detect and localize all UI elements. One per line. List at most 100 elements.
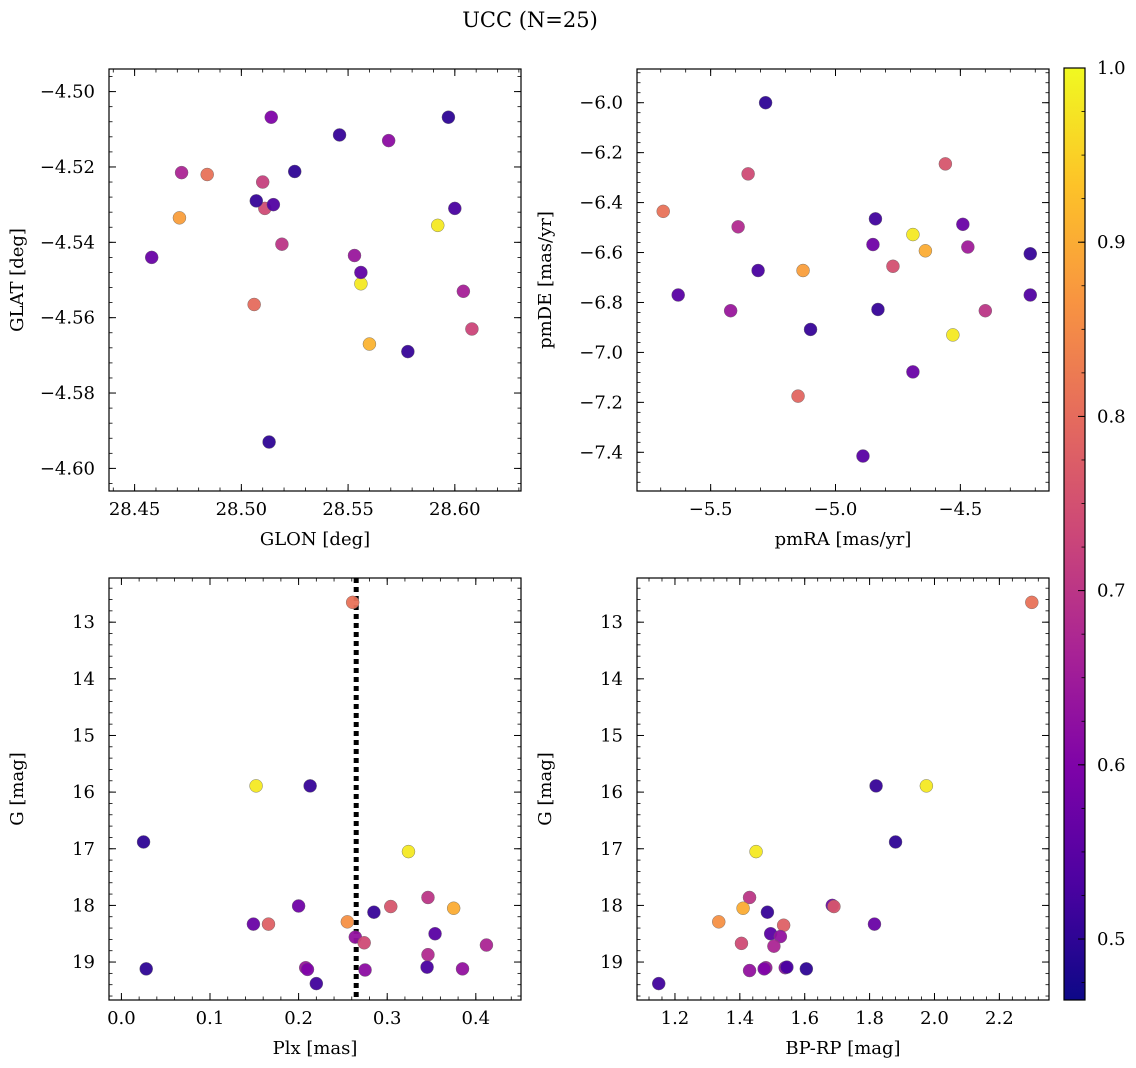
y-tick-label: 17 xyxy=(600,839,623,860)
data-point xyxy=(867,917,882,931)
data-point xyxy=(441,110,456,124)
data-point xyxy=(938,157,953,171)
data-point xyxy=(866,237,880,252)
data-point xyxy=(906,227,920,242)
x-tick-label: 28.55 xyxy=(322,499,374,520)
data-point xyxy=(255,175,270,189)
data-point xyxy=(869,779,883,793)
panel-plx-g: 0.0 0.1 0.2 0.3 0.4 13 14 15 16 17 18 19 Plx [mas] G … xyxy=(7,577,522,1059)
data-point xyxy=(731,220,745,234)
x-axis-label: GLON [deg] xyxy=(260,529,370,550)
y-tick-label: −4.56 xyxy=(40,308,95,329)
data-point xyxy=(736,901,750,915)
data-point xyxy=(275,237,289,251)
x-tick-label: 1.2 xyxy=(661,1008,690,1029)
data-point xyxy=(384,899,398,914)
figure-title: UCC (N=25) xyxy=(462,8,598,32)
data-point xyxy=(827,899,841,914)
scatter-points xyxy=(144,110,479,449)
data-point xyxy=(961,240,975,254)
panel-pmra-pmde: −5.5 −5.0 −4.5 −6.0 −6.2 −6.4 −6.6 −6.8 −7.0 −7.2… xyxy=(535,68,1050,550)
x-tick-label: 0.2 xyxy=(284,1008,313,1029)
data-point xyxy=(264,110,278,124)
data-point xyxy=(871,302,885,317)
y-tick-label: −6.0 xyxy=(579,93,623,114)
data-point xyxy=(741,167,755,181)
data-point xyxy=(174,165,189,180)
data-point xyxy=(249,779,263,793)
data-point xyxy=(421,947,435,962)
x-tick-label: 28.45 xyxy=(109,499,161,520)
colorbar-tick-label: 0.9 xyxy=(1097,232,1126,253)
x-tick-label: 0.3 xyxy=(373,1008,402,1029)
x-tick-label: 0.0 xyxy=(107,1008,136,1029)
axes-frame xyxy=(108,577,522,1001)
colorbar-gradient xyxy=(1063,67,1086,1001)
x-tick-label: 1.8 xyxy=(855,1008,884,1029)
y-tick-label: −6.2 xyxy=(579,143,623,164)
data-point xyxy=(918,244,933,258)
data-point xyxy=(780,960,794,974)
data-point xyxy=(246,917,261,931)
colorbar-tick-label: 0.6 xyxy=(1097,755,1126,776)
data-point xyxy=(428,927,442,941)
ticks: 1.2 1.4 1.6 1.8 2.0 2.2 13 14 15 16 17 18 19 xyxy=(600,578,1049,1029)
y-axis-label: G [mag] xyxy=(535,752,556,825)
data-point xyxy=(420,960,434,974)
data-point xyxy=(796,263,810,278)
y-axis-label: pmDE [mas/yr] xyxy=(535,211,556,349)
data-point xyxy=(868,212,883,226)
y-tick-label: 14 xyxy=(72,669,95,690)
y-tick-label: 18 xyxy=(600,895,623,916)
data-point xyxy=(200,167,214,182)
scatter-points xyxy=(652,595,1039,991)
data-point xyxy=(357,936,371,950)
data-point xyxy=(401,844,416,859)
y-tick-label: 16 xyxy=(72,782,95,803)
data-point xyxy=(919,779,934,793)
data-point xyxy=(652,976,666,991)
colorbar-tick-label: 0.8 xyxy=(1097,406,1126,427)
data-point xyxy=(749,844,763,859)
axes-frame xyxy=(636,577,1050,1001)
scatter-points xyxy=(136,595,494,991)
data-point xyxy=(354,265,368,280)
data-point xyxy=(455,962,470,976)
data-point xyxy=(465,322,479,336)
ticks: 28.45 28.50 28.55 28.60 −4.50 −4.52 −4.54 −4.56… xyxy=(40,69,521,520)
data-point xyxy=(367,905,381,919)
data-point xyxy=(956,217,970,232)
data-point xyxy=(139,962,153,976)
x-tick-label: −5.5 xyxy=(689,499,733,520)
y-axis-label: GLAT [deg] xyxy=(7,228,28,332)
data-point xyxy=(799,962,814,976)
x-axis-label: BP-RP [mag] xyxy=(785,1038,900,1059)
data-point xyxy=(345,595,360,610)
data-point xyxy=(767,939,781,953)
data-point xyxy=(742,890,757,905)
x-tick-label: 28.50 xyxy=(216,499,268,520)
data-point xyxy=(362,337,377,351)
panel-glon-glat: 28.45 28.50 28.55 28.60 −4.50 −4.52 −4.54 −4.56… xyxy=(7,68,522,550)
data-point xyxy=(247,297,261,312)
data-point xyxy=(906,365,920,379)
y-tick-label: −4.54 xyxy=(40,232,95,253)
data-point xyxy=(757,962,771,976)
x-tick-label: 0.1 xyxy=(196,1008,225,1029)
data-point xyxy=(401,344,415,359)
data-point xyxy=(431,218,445,233)
y-tick-label: 17 xyxy=(72,839,95,860)
data-point xyxy=(421,890,435,905)
data-point xyxy=(381,133,396,148)
data-point xyxy=(479,938,494,952)
ticks: −5.5 −5.0 −4.5 −6.0 −6.2 −6.4 −6.6 −6.8 −7.0 −7.2… xyxy=(579,69,1049,520)
y-tick-label: −4.58 xyxy=(40,383,95,404)
x-tick-label: −5.0 xyxy=(814,499,858,520)
data-point xyxy=(354,277,368,291)
data-point xyxy=(332,128,347,142)
x-tick-label: 1.6 xyxy=(790,1008,819,1029)
data-point xyxy=(300,962,315,977)
data-point xyxy=(446,901,461,915)
data-point xyxy=(712,915,726,929)
